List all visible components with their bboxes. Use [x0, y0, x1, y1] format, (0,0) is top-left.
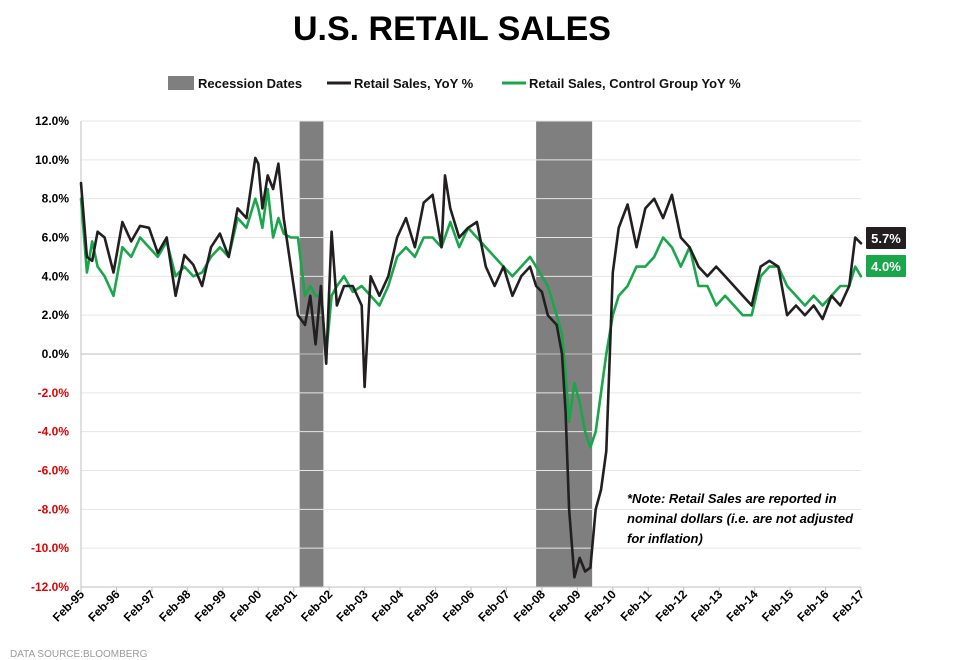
x-tick-label: Feb-11: [618, 587, 655, 624]
y-tick-label: -4.0%: [38, 425, 70, 439]
legend-item-3: Retail Sales, Control Group YoY %: [502, 76, 741, 91]
x-tick-label: Feb-14: [724, 587, 761, 624]
y-tick-label: 0.0%: [42, 347, 70, 361]
x-tick-label: Feb-02: [298, 587, 335, 624]
y-tick-label: -2.0%: [38, 386, 70, 400]
end-label-text: 4.0%: [871, 259, 901, 274]
legend-swatch: [168, 76, 194, 90]
y-tick-label: -6.0%: [38, 464, 70, 478]
gridlines: [81, 120, 861, 549]
x-tick-label: Feb-05: [404, 587, 441, 624]
y-tick-label: -10.0%: [31, 541, 69, 555]
y-tick-label: 2.0%: [42, 308, 70, 322]
x-tick-label: Feb-06: [440, 587, 477, 624]
x-tick-label: Feb-99: [192, 587, 229, 624]
note-line: nominal dollars (i.e. are not adjusted: [627, 511, 854, 526]
y-tick-label: 4.0%: [42, 269, 70, 283]
x-axis-ticks: Feb-95Feb-96Feb-97Feb-98Feb-99Feb-00Feb-…: [50, 587, 867, 624]
legend-label: Recession Dates: [198, 76, 302, 91]
x-tick-label: Feb-07: [475, 587, 512, 624]
x-tick-label: Feb-15: [759, 587, 796, 624]
data-source: DATA SOURCE:BLOOMBERG: [10, 649, 148, 660]
end-label-2: 4.0%: [866, 255, 906, 277]
end-value-labels: 5.7% 4.0%: [866, 227, 906, 277]
series-line-retail-sales: [79, 156, 863, 579]
y-tick-label: -8.0%: [38, 502, 70, 516]
chart-title: U.S. RETAIL SALES: [293, 10, 611, 48]
x-tick-label: Feb-98: [156, 587, 193, 624]
y-tick-label: 10.0%: [35, 153, 69, 167]
x-tick-label: Feb-03: [334, 587, 371, 624]
x-tick-label: Feb-01: [263, 587, 300, 624]
x-tick-label: Feb-96: [85, 587, 122, 624]
end-label-1: 5.7%: [866, 227, 906, 249]
end-label-box: [866, 255, 906, 277]
series-line-control-group: [79, 187, 863, 449]
end-label-text: 5.7%: [871, 231, 901, 246]
x-tick-label: Feb-97: [121, 587, 158, 624]
series-lines: [79, 156, 863, 579]
legend-label: Retail Sales, Control Group YoY %: [529, 76, 741, 91]
note-line: for inflation): [627, 531, 703, 546]
x-tick-label: Feb-00: [227, 587, 264, 624]
x-tick-label: Feb-16: [794, 587, 831, 624]
x-tick-label: Feb-13: [688, 587, 725, 624]
x-tick-label: Feb-09: [546, 587, 583, 624]
x-tick-label: Feb-04: [369, 587, 406, 624]
legend-item-2: Retail Sales, YoY %: [327, 76, 474, 91]
y-tick-label: 6.0%: [42, 231, 70, 245]
y-axis-ticks: 12.0% 10.0% 8.0% 6.0% 4.0% 2.0% 0.0% -2.0% -4.0%…: [31, 114, 69, 594]
chart-legend: Recession Dates Retail Sales, YoY % Retail…: [168, 76, 741, 91]
x-tick-label: Feb-10: [582, 587, 619, 624]
legend-label: Retail Sales, YoY %: [354, 76, 474, 91]
x-tick-label: Feb-17: [830, 587, 867, 624]
x-tick-label: Feb-08: [511, 587, 548, 624]
end-label-box: [866, 227, 906, 249]
y-tick-label: 8.0%: [42, 192, 70, 206]
y-tick-label: 12.0%: [35, 114, 69, 128]
note-line: *Note: Retail Sales are reported in: [627, 491, 837, 506]
x-tick-label: Feb-12: [653, 587, 690, 624]
legend-item-1: Recession Dates: [168, 76, 302, 91]
y-tick-label: -12.0%: [31, 580, 69, 594]
inflation-note: *Note: Retail Sales are reported in nomin…: [627, 491, 854, 546]
